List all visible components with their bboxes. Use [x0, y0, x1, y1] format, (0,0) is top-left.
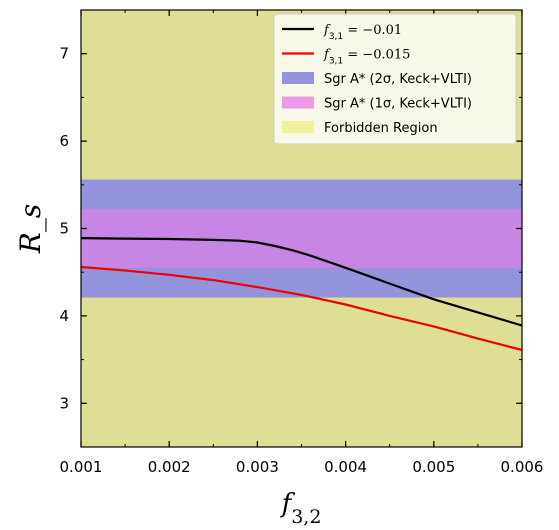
series-line-1	[80, 237, 523, 327]
x-tick-label: 0.004	[324, 458, 367, 476]
legend-patch-5	[282, 121, 314, 133]
legend-box	[273, 13, 517, 145]
x-tick-label: 0.005	[412, 458, 455, 476]
x-tick-label: 0.002	[148, 458, 191, 476]
legend-label-2: f3,1 = −0.015	[323, 48, 410, 67]
legend-label-1: f3,1 = −0.01	[323, 23, 402, 42]
legend-patch-3	[282, 72, 314, 84]
x-tick-label: 0.001	[60, 458, 103, 476]
y-axis-label: R_s	[14, 204, 47, 254]
y-tick-label: 5	[59, 220, 69, 238]
legend-label-3: Sgr A* (2σ, Keck+VLTI)	[324, 72, 472, 87]
x-axis-label: f3,2	[280, 489, 322, 528]
x-tick-label: 0.003	[236, 458, 279, 476]
series-line-2	[80, 265, 523, 352]
y-tick-label: 3	[59, 394, 69, 412]
legend-patch-4	[282, 96, 314, 109]
legend-label-5: Forbidden Region	[324, 121, 438, 136]
axes: 0.001 0.002 0.003 0.004 0.005 0.006 3 4 5 6 7 f3,2 R…	[14, 9, 544, 528]
y-tick-label: 6	[59, 132, 69, 150]
legend-label-4: Sgr A* (1σ, Keck+VLTI)	[324, 97, 472, 112]
y-tick-label: 7	[59, 45, 69, 63]
y-tick-label: 4	[59, 307, 69, 325]
x-tick-label: 0.006	[501, 458, 544, 476]
legend: f3,1 = −0.01 f3,1 = −0.015 Sgr A* (2σ, Kec…	[273, 13, 517, 145]
